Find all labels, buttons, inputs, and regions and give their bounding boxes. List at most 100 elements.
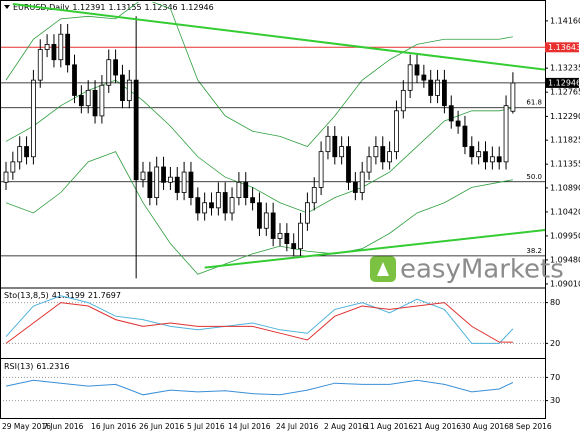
title-icon <box>4 5 10 9</box>
candle-body <box>24 146 29 158</box>
sto-signal-value: 21.7697 <box>88 291 121 300</box>
candle-body <box>270 212 276 239</box>
candle-body <box>78 95 84 107</box>
rsi-title: RSI(13) 61.2316 <box>4 362 70 371</box>
y-tick-label: 1.11355 <box>550 160 580 169</box>
watermark-logo <box>370 256 396 282</box>
y-tick-label: 70 <box>550 373 560 382</box>
candle-body <box>373 146 379 158</box>
panel: 61.8 50.0 38.2 <box>1 2 545 279</box>
open-value: 1.12391 <box>72 3 105 12</box>
candle-body <box>352 181 358 193</box>
watermark: easyMarkets <box>400 255 564 285</box>
candle-body <box>435 79 440 96</box>
x-tick-label: 24 Jul 2016 <box>276 422 319 431</box>
x-tick-label: 2 Aug 2016 <box>324 422 367 431</box>
trendline <box>204 229 545 269</box>
candle-body <box>387 151 393 163</box>
y-tick-label: 1.14160 <box>550 16 580 25</box>
current-price-tag <box>545 77 579 88</box>
y-tick-label: 1.10890 <box>550 183 580 192</box>
candle-body <box>277 232 283 239</box>
candle-body <box>291 243 297 250</box>
candle-body <box>222 192 228 214</box>
candle-body <box>215 192 221 209</box>
candle-body <box>30 79 36 158</box>
x-tick-label: 7 Jun 2016 <box>43 422 84 431</box>
trendline <box>12 3 545 71</box>
candle-body <box>85 89 91 107</box>
x-tick-label: 11 Aug 2016 <box>365 422 413 431</box>
y-tick-label: 1.11825 <box>550 136 580 145</box>
candle-body <box>154 166 160 199</box>
panel <box>1 295 545 344</box>
candle-body <box>202 202 208 214</box>
candle-body <box>476 151 482 158</box>
candle-body <box>407 64 413 91</box>
candle-body <box>126 79 132 101</box>
panel-scale: 80 20 <box>545 298 560 348</box>
candle-body <box>37 49 43 81</box>
candle-body <box>462 125 468 147</box>
sto-name: Sto(13,8,5) <box>4 291 49 300</box>
candle-body <box>257 202 262 229</box>
candle-body <box>298 222 303 250</box>
candle-body <box>284 232 290 244</box>
candle-body <box>421 74 427 81</box>
candle-body <box>65 33 71 66</box>
candle-body <box>304 202 310 224</box>
x-tick-label: 5 Jul 2016 <box>187 422 225 431</box>
candle-body <box>10 161 16 173</box>
candle-body <box>332 135 338 158</box>
panel <box>1 376 545 402</box>
candle-body <box>428 79 434 96</box>
candle-body <box>380 146 386 163</box>
candle-body <box>99 84 105 117</box>
candle-body <box>359 171 365 193</box>
candle-body <box>325 135 331 153</box>
candle-body <box>195 197 201 214</box>
price-tag <box>545 42 579 53</box>
candle-body <box>58 33 64 61</box>
candle-body <box>243 181 249 199</box>
x-tick-label: 21 Aug 2016 <box>413 422 461 431</box>
x-tick-label: 16 Jun 2016 <box>91 422 136 431</box>
high-value: 1.13155 <box>108 3 141 12</box>
candle-body <box>441 79 447 107</box>
candle-body <box>455 120 461 127</box>
rsi-value: 61.2316 <box>36 362 69 371</box>
sto-title: Sto(13,8,5) 41.3199 21.7697 <box>4 291 121 300</box>
candle-body <box>161 166 166 183</box>
y-tick-label: 1.13235 <box>550 64 580 73</box>
band-line <box>5 79 513 214</box>
candle-body <box>483 151 488 163</box>
y-tick-label: 20 <box>550 339 560 348</box>
candle-body <box>209 202 214 209</box>
fib-label: 38.2 <box>526 247 542 255</box>
candle-body <box>167 176 173 183</box>
low-value: 1.12346 <box>145 3 178 12</box>
close-value: 1.12946 <box>181 3 214 12</box>
x-tick-label: 29 May 2016 <box>2 422 51 431</box>
candle-body <box>51 43 57 61</box>
candle-body <box>263 212 269 229</box>
indicator-line <box>5 295 514 344</box>
candle-body <box>414 64 420 76</box>
candle-body <box>489 156 495 163</box>
panel-scale: 1.14160 1.13235 1.12765 1.12290 1.11825 1.113… <box>545 16 580 288</box>
y-tick-label: 1.09010 <box>550 279 580 288</box>
candle-body <box>174 176 180 193</box>
x-tick-label: 8 Sep 2016 <box>509 422 552 431</box>
candle-body <box>311 187 317 204</box>
y-tick-label: 1.12290 <box>550 112 580 121</box>
x-tick-label: 26 Jun 2016 <box>139 422 184 431</box>
x-tick-label: 30 Aug 2016 <box>461 422 509 431</box>
candle-body <box>106 59 112 86</box>
candle-body <box>510 82 516 112</box>
candle-body <box>120 74 125 101</box>
candle-body <box>17 146 23 163</box>
price-tag-label: 1.13643 <box>548 43 580 52</box>
candle-body <box>92 89 98 117</box>
y-tick-label: 1.09950 <box>550 231 580 240</box>
